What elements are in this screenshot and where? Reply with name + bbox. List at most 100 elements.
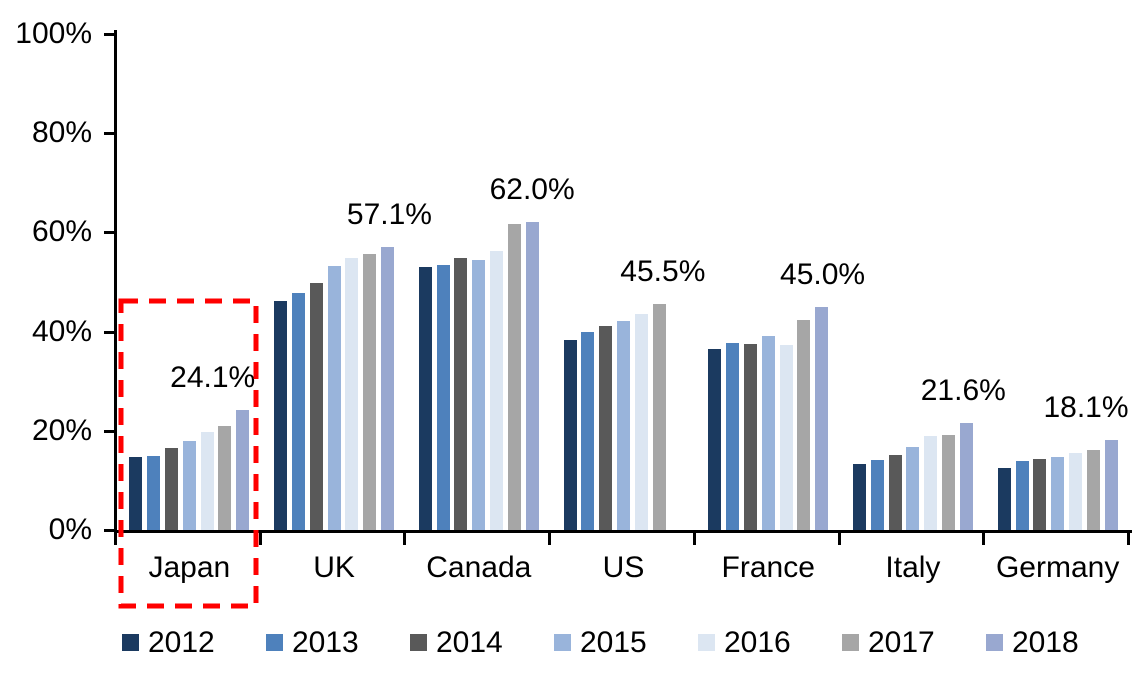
bar-japan-2018	[236, 410, 250, 530]
x-axis-tick	[403, 533, 407, 545]
bar-canada-2018	[525, 222, 539, 530]
bar-italy-2013	[870, 460, 884, 530]
bar-japan-2016	[200, 431, 214, 530]
bar-italy-2014	[888, 454, 902, 530]
bar-uk-2013	[291, 292, 305, 530]
data-label-us: 45.5%	[620, 255, 706, 289]
y-axis-tick	[104, 132, 114, 136]
legend-swatch-2018	[986, 634, 1003, 651]
bar-uk-2014	[309, 282, 323, 530]
bar-canada-2012	[418, 267, 432, 530]
bar-us-2017	[652, 304, 666, 530]
legend-label-2014: 2014	[436, 626, 503, 659]
y-axis-line	[114, 30, 117, 533]
bar-uk-2015	[327, 266, 341, 530]
legend-item-2013: 2013	[266, 627, 359, 658]
bar-uk-2016	[345, 258, 359, 530]
bar-germany-2016	[1068, 453, 1082, 530]
bar-us-2014	[599, 326, 613, 530]
bar-italy-2016	[924, 436, 938, 530]
bar-us-2012	[563, 340, 577, 530]
legend-item-2015: 2015	[554, 627, 647, 658]
bar-us-2015	[617, 321, 630, 530]
bar-uk-2017	[363, 253, 377, 530]
bar-france-2013	[726, 343, 740, 530]
bar-canada-2013	[436, 265, 450, 530]
bar-japan-2013	[147, 455, 161, 530]
legend-swatch-2012	[122, 634, 139, 651]
y-axis-tick	[104, 330, 114, 334]
bar-germany-2013	[1015, 460, 1029, 530]
y-axis-tick-label: 80%	[31, 116, 92, 150]
category-label-germany: Germany	[995, 551, 1120, 584]
bar-germany-2018	[1104, 440, 1118, 530]
bar-italy-2015	[906, 446, 920, 530]
bar-germany-2012	[997, 468, 1011, 530]
category-label-france: France	[721, 551, 815, 584]
legend-swatch-2013	[266, 634, 283, 651]
data-label-france: 45.0%	[780, 257, 866, 291]
data-label-uk: 57.1%	[346, 197, 432, 231]
category-label-us: US	[602, 551, 645, 584]
data-label-canada: 62.0%	[489, 173, 575, 207]
legend-item-2017: 2017	[842, 627, 935, 658]
legend-label-2012: 2012	[148, 626, 215, 659]
bar-canada-2015	[472, 259, 486, 530]
bar-canada-2016	[490, 251, 504, 530]
y-axis-tick	[104, 429, 114, 433]
bar-uk-2012	[274, 300, 288, 530]
bar-italy-2018	[959, 422, 973, 530]
bar-japan-2012	[129, 457, 143, 530]
x-axis-tick	[548, 533, 552, 545]
bar-france-2018	[815, 306, 829, 530]
y-axis-tick-label: 20%	[31, 413, 92, 447]
bar-japan-2017	[218, 426, 232, 530]
bar-japan-2014	[165, 448, 179, 530]
x-axis-tick	[114, 533, 117, 545]
legend-swatch-2014	[410, 634, 427, 651]
y-axis-tick-label: 100%	[15, 17, 92, 50]
x-axis-tick	[837, 533, 841, 545]
legend-item-2014: 2014	[410, 627, 503, 658]
bar-germany-2015	[1051, 456, 1065, 530]
bar-france-2014	[743, 343, 757, 530]
bar-canada-2017	[507, 224, 521, 530]
legend-label-2013: 2013	[292, 626, 359, 659]
data-label-germany: 18.1%	[1043, 391, 1129, 425]
y-axis-tick-label: 40%	[31, 314, 92, 348]
category-label-japan: Japan	[148, 551, 231, 584]
bar-france-2016	[779, 344, 793, 530]
legend-item-2016: 2016	[698, 627, 791, 658]
legend-label-2016: 2016	[724, 626, 791, 659]
category-label-canada: Canada	[426, 551, 532, 584]
legend-label-2015: 2015	[580, 626, 647, 659]
y-axis-tick	[104, 33, 114, 36]
legend-label-2017: 2017	[868, 626, 935, 659]
bar-canada-2014	[454, 258, 468, 530]
category-label-italy: Italy	[885, 551, 941, 584]
bar-us-2016	[634, 313, 648, 530]
legend-swatch-2017	[842, 634, 859, 651]
bar-japan-2015	[182, 440, 196, 530]
y-axis-tick-label: 60%	[31, 215, 92, 249]
bar-italy-2012	[853, 464, 867, 530]
bar-italy-2017	[942, 435, 956, 530]
data-label-italy: 21.6%	[920, 373, 1006, 407]
bar-germany-2014	[1033, 458, 1047, 530]
legend-label-2018: 2018	[1012, 626, 1079, 659]
x-axis-tick	[1127, 533, 1130, 545]
legend-swatch-2016	[698, 634, 715, 651]
legend-item-2012: 2012	[122, 627, 215, 658]
data-label-japan: 24.1%	[170, 361, 256, 395]
category-label-uk: UK	[313, 551, 355, 584]
x-axis-tick	[258, 533, 262, 545]
bar-france-2015	[761, 335, 775, 530]
legend-item-2018: 2018	[986, 627, 1079, 658]
bar-germany-2017	[1086, 450, 1100, 530]
bar-us-2013	[581, 331, 595, 530]
y-axis-tick	[104, 529, 114, 532]
bar-uk-2018	[380, 246, 394, 530]
bar-france-2017	[797, 320, 811, 530]
bar-france-2012	[708, 348, 722, 530]
